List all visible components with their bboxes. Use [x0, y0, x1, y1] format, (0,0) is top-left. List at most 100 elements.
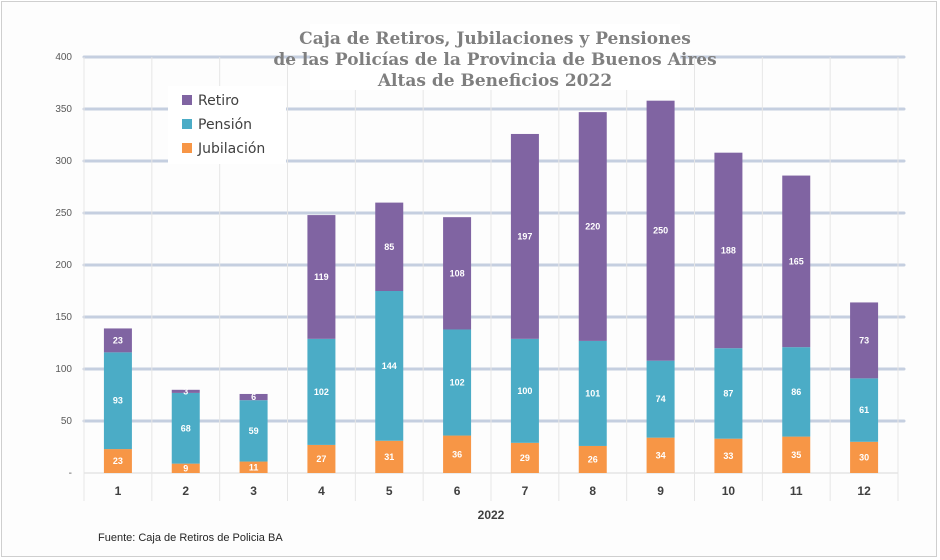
bar-retiro-8 — [578, 112, 607, 341]
x-tick-label: 11 — [790, 484, 803, 498]
bar-pensin-5 — [375, 291, 404, 441]
data-label: 188 — [721, 245, 736, 255]
bar-retiro-4 — [307, 215, 336, 339]
x-tick-label: 5 — [386, 484, 393, 498]
y-tick-label: 50 — [61, 416, 73, 427]
legend-swatch — [182, 95, 192, 105]
bar-pensin-4 — [307, 338, 336, 445]
bar-retiro-3 — [239, 393, 268, 401]
data-label: 30 — [859, 452, 869, 462]
bar-pensin-11 — [782, 347, 811, 437]
x-tick-label: 3 — [250, 484, 257, 498]
data-label: 250 — [653, 226, 668, 236]
chart-title-line: Caja de Retiros, Jubilaciones y Pensione… — [299, 29, 691, 49]
data-label: 144 — [382, 361, 397, 371]
data-label: 33 — [723, 451, 733, 461]
legend-swatch — [182, 143, 192, 153]
x-axis-ticks: 1 2 3 4 5 6 7 8 9 10 11 12 — [115, 484, 872, 498]
bar-jubilacin-8 — [578, 445, 607, 473]
bar-jubilacin-3 — [239, 461, 268, 473]
data-label: 26 — [588, 454, 598, 464]
data-label: 101 — [585, 388, 600, 398]
x-axis-title: 2022 — [478, 508, 505, 522]
x-tick-label: 12 — [857, 484, 871, 498]
data-label: 29 — [520, 453, 530, 463]
data-label: 108 — [450, 268, 465, 278]
x-tick-label: 2 — [182, 484, 189, 498]
data-label: 23 — [113, 335, 123, 345]
bar-jubilacin-12 — [850, 441, 879, 473]
bar-retiro-2 — [171, 389, 200, 393]
y-tick-label: 300 — [55, 156, 72, 167]
bar-pensin-12 — [850, 378, 879, 442]
bar-jubilacin-11 — [782, 436, 811, 473]
y-tick-label: 200 — [55, 260, 72, 271]
legend-label: Pensión — [198, 117, 252, 133]
title-background — [310, 24, 680, 90]
data-label: 9 — [183, 463, 188, 473]
y-tick-label: 100 — [55, 364, 72, 375]
bar-retiro-9 — [646, 100, 675, 361]
data-label: 11 — [249, 462, 259, 472]
y-tick-label: 250 — [55, 208, 72, 219]
y-tick-label: - — [69, 468, 72, 479]
data-label: 36 — [452, 449, 462, 459]
vertical-gridlines — [83, 57, 899, 501]
bars: 23 93 23 9 68 3 11 59 6 27 102 119 31 144 85 36 102 108 29… — [103, 100, 879, 473]
x-tick-label: 10 — [722, 484, 736, 498]
data-label: 27 — [316, 454, 326, 464]
data-label: 86 — [791, 387, 801, 397]
bar-jubilacin-7 — [510, 442, 539, 473]
data-label: 35 — [791, 450, 801, 460]
x-tick-label: 7 — [522, 484, 529, 498]
x-tick-label: 4 — [318, 484, 325, 498]
bar-jubilacin-6 — [443, 435, 472, 473]
data-label: 68 — [181, 423, 191, 433]
bar-retiro-1 — [103, 328, 132, 353]
legend-swatch — [182, 119, 192, 129]
legend-label: Jubilación — [197, 141, 265, 157]
data-label: 61 — [859, 405, 869, 415]
data-label: 165 — [789, 256, 804, 266]
bar-jubilacin-4 — [307, 444, 336, 473]
legend: Retiro Pensión Jubilación — [168, 86, 286, 164]
chart-title-line: de las Policías de la Provincia de Bueno… — [273, 50, 716, 70]
bar-pensin-9 — [646, 360, 675, 438]
chart-title-line: Altas de Beneficios 2022 — [377, 71, 612, 91]
bar-retiro-7 — [510, 133, 539, 339]
data-label: 31 — [384, 452, 394, 462]
bar-retiro-11 — [782, 175, 811, 348]
bar-pensin-1 — [103, 352, 132, 450]
bar-retiro-5 — [375, 202, 404, 291]
x-tick-label: 1 — [115, 484, 122, 498]
source-note: Fuente: Caja de Retiros de Policia BA — [98, 532, 283, 544]
bar-jubilacin-2 — [171, 463, 200, 473]
data-label: 102 — [314, 387, 329, 397]
bar-pensin-2 — [171, 392, 200, 464]
data-label: 74 — [656, 394, 666, 404]
bar-pensin-10 — [714, 348, 743, 439]
data-label: 220 — [585, 222, 600, 232]
data-label: 100 — [517, 386, 532, 396]
data-label: 119 — [314, 272, 329, 282]
chart-title: Caja de Retiros, Jubilaciones y Pensione… — [273, 24, 717, 91]
bar-pensin-3 — [239, 400, 268, 462]
bar-retiro-10 — [714, 152, 743, 349]
x-tick-label: 6 — [454, 484, 461, 498]
y-tick-label: 350 — [55, 104, 72, 115]
data-label: 102 — [450, 378, 465, 388]
bar-retiro-6 — [443, 217, 472, 330]
legend-label: Retiro — [198, 93, 239, 109]
data-label: 3 — [183, 386, 188, 396]
bar-pensin-6 — [443, 329, 472, 436]
bar-pensin-7 — [510, 338, 539, 443]
data-label: 34 — [656, 450, 666, 460]
bar-jubilacin-5 — [375, 440, 404, 473]
x-tick-label: 8 — [589, 484, 596, 498]
x-tick-label: 9 — [657, 484, 664, 498]
y-axis-ticks: - 50 100 150 200 250 300 350 400 — [55, 52, 72, 479]
data-label: 73 — [859, 335, 869, 345]
data-label: 85 — [384, 242, 394, 252]
